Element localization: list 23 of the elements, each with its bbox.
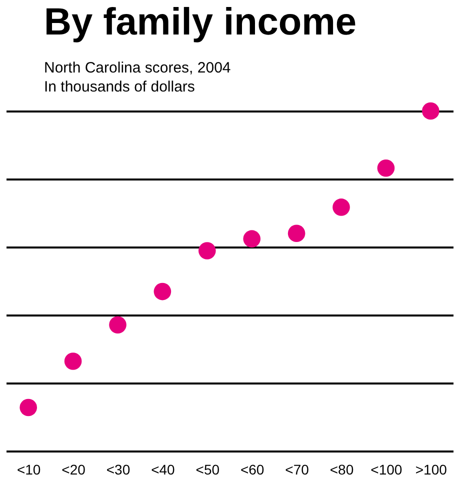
x-tick-label: <70	[285, 462, 310, 478]
text: In thousands of dollars	[44, 78, 195, 96]
point	[20, 398, 38, 416]
point	[377, 159, 395, 177]
x-tick-label: <20	[62, 462, 86, 478]
x-tick-label: <40	[151, 462, 176, 478]
point	[332, 198, 350, 216]
x-tick-label: >100	[415, 462, 448, 478]
chart-title: By family income	[44, 1, 357, 44]
point	[109, 316, 126, 334]
x-tick-label: <60	[240, 462, 264, 478]
point	[198, 242, 216, 260]
x-tick-label: <80	[330, 462, 354, 478]
point	[422, 102, 440, 120]
x-tick-label: <100	[370, 462, 402, 478]
point	[154, 282, 172, 300]
chart-subtitle: North Carolina scores, 2004	[44, 59, 231, 76]
point	[288, 224, 306, 242]
point	[243, 230, 261, 248]
x-tick-label: <10	[16, 462, 41, 478]
point	[64, 352, 82, 370]
x-tick-label: <50	[196, 462, 220, 478]
x-tick-label: <30	[106, 462, 130, 478]
